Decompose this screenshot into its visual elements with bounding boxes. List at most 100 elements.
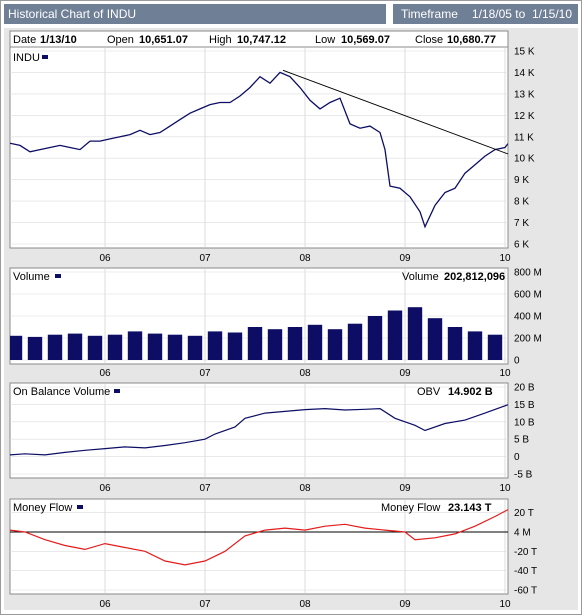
moneyflow-x-tick-label: 08 [299,599,311,610]
moneyflow-y-axis: -60 T -40 T -20 T 4 M 20 T [514,508,537,596]
price-x-tick-label: 06 [99,253,111,264]
price-x-tick-label: 07 [199,253,211,264]
price-x-tick-label: 10 [499,253,511,264]
price-y-tick-label: 14 K [514,68,535,79]
moneyflow-value-label: Money Flow [381,502,440,514]
volume-x-tick-label: 06 [99,368,111,379]
volume-bar [347,323,363,360]
volume-value-label: Volume [402,271,439,283]
obv-x-tick-label: 09 [399,483,411,494]
obv-x-tick-label: 08 [299,483,311,494]
moneyflow-legend-swatch [77,505,83,509]
price-y-tick-label: 11 K [514,132,534,143]
moneyflow-x-tick-label: 10 [499,599,511,610]
moneyflow-x-tick-label: 07 [199,599,211,610]
quote-high-label: High [209,34,232,46]
quote-low: 10,569.07 [341,34,390,46]
volume-series-label: Volume [13,271,50,283]
quote-low-label: Low [315,34,335,46]
obv-y-axis: -5 B 0 5 B 10 B 15 B 20 B [514,383,535,481]
timeframe-label: Timeframe [401,7,458,21]
volume-bar [47,334,63,360]
moneyflow-y-tick-label: 20 T [514,508,534,519]
volume-bar [407,307,423,360]
obv-x-tick-label: 10 [499,483,511,494]
volume-x-tick-label: 09 [399,368,411,379]
obv-x-tick-label: 06 [99,483,111,494]
volume-bar [447,327,463,360]
quote-date: 1/13/10 [40,34,77,46]
volume-y-tick-label: 400 M [514,312,542,323]
moneyflow-x-axis: 06 07 08 09 10 [99,599,511,610]
volume-x-tick-label: 08 [299,368,311,379]
price-x-axis: 06 07 08 09 10 [99,253,511,264]
volume-x-tick-label: 10 [499,368,511,379]
price-y-tick-label: 10 K [514,154,535,165]
price-y-tick-label: 15 K [514,47,535,58]
volume-bar [287,327,303,360]
quote-open-label: Open [107,34,134,46]
volume-bar [87,335,103,360]
volume-bar [207,331,223,360]
moneyflow-x-tick-label: 09 [399,599,411,610]
volume-y-axis: 0 200 M 400 M 600 M 800 M [514,268,542,367]
price-y-tick-label: 7 K [514,218,529,229]
volume-bar [127,331,143,360]
volume-bar [167,334,183,360]
volume-bar [487,334,503,360]
price-x-tick-label: 09 [399,253,411,264]
volume-y-tick-label: 0 [514,356,520,367]
moneyflow-series-label: Money Flow [13,502,72,514]
chart-area: Date 1/13/10 Open 10,651.07 High 10,747.… [4,28,578,610]
price-panel [9,30,509,249]
price-y-tick-label: 12 K [514,111,535,122]
volume-y-tick-label: 200 M [514,334,542,345]
price-y-axis: 6 K 7 K 8 K 9 K 10 K 11 K 12 K 13 K 14 K 15 K [514,47,535,251]
chart-canvas: Date 1/13/10 Open 10,651.07 High 10,747.… [9,30,542,610]
obv-x-tick-label: 07 [199,483,211,494]
volume-bars [10,307,503,360]
obv-series-line [10,404,508,456]
volume-y-tick-label: 600 M [514,290,542,301]
obv-y-tick-label: 15 B [514,400,535,411]
obv-y-tick-label: 0 [514,452,520,463]
volume-y-tick-label: 800 M [514,268,542,279]
volume-bar [227,332,243,360]
price-y-tick-label: 9 K [514,175,529,186]
obv-value-label: OBV [417,386,441,398]
obv-y-tick-label: -5 B [514,470,533,481]
price-trendline [282,69,508,155]
volume-bar [467,331,483,360]
quote-close: 10,680.77 [447,34,496,46]
obv-grid [10,383,508,478]
quote-open: 10,651.07 [139,34,188,46]
timeframe-box[interactable]: Timeframe 1/18/05 to 1/15/10 [393,4,578,24]
volume-legend-swatch [55,274,61,278]
chart-title: Historical Chart of INDU [4,4,386,24]
quote-close-label: Close [415,34,443,46]
obv-series-label: On Balance Volume [13,386,110,398]
volume-bar [387,310,403,360]
volume-bar [367,316,383,360]
timeframe-end: 1/15/10 [531,7,573,21]
volume-value: 202,812,096 [444,271,505,283]
moneyflow-y-tick-label: -40 T [514,566,537,577]
obv-value: 14.902 B [448,386,493,398]
volume-bar [107,334,123,360]
quote-date-label: Date [13,34,36,46]
moneyflow-series-line [10,509,508,566]
volume-bar [327,329,343,360]
volume-bar [267,329,283,360]
volume-bar [27,336,43,360]
volume-bar [307,324,323,360]
obv-y-tick-label: 20 B [514,383,535,394]
moneyflow-value: 23.143 T [448,502,492,514]
moneyflow-y-tick-label: -20 T [514,547,537,558]
volume-bar [247,327,263,360]
obv-legend-swatch [114,389,120,393]
volume-bar [67,333,83,360]
obv-y-tick-label: 5 B [514,435,529,446]
volume-bar [427,318,443,360]
price-series-line [10,71,508,229]
obv-y-tick-label: 10 B [514,417,535,428]
